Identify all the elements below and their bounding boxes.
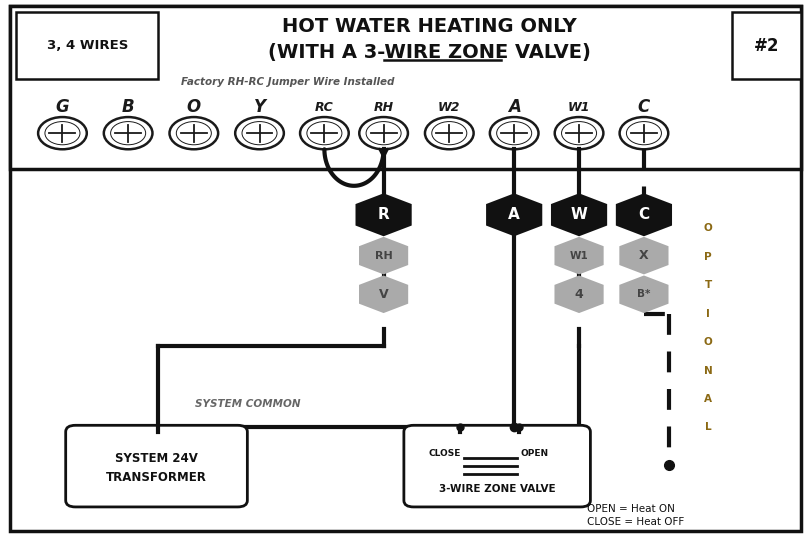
Text: CLOSE = Heat OFF: CLOSE = Heat OFF — [587, 517, 684, 527]
Text: 4: 4 — [575, 288, 583, 301]
Text: X: X — [639, 249, 649, 262]
Polygon shape — [359, 237, 408, 274]
Text: A: A — [704, 394, 712, 404]
Polygon shape — [486, 193, 543, 236]
Circle shape — [235, 117, 284, 149]
FancyBboxPatch shape — [404, 425, 590, 507]
Polygon shape — [620, 275, 668, 313]
Polygon shape — [359, 275, 408, 313]
Polygon shape — [616, 193, 672, 236]
Text: O: O — [704, 223, 712, 233]
Text: TRANSFORMER: TRANSFORMER — [106, 471, 207, 484]
Text: 3-WIRE ZONE VALVE: 3-WIRE ZONE VALVE — [439, 484, 556, 494]
Text: (WITH A 3-WIRE ZONE VALVE): (WITH A 3-WIRE ZONE VALVE) — [268, 43, 591, 62]
Text: W1: W1 — [569, 251, 589, 260]
FancyBboxPatch shape — [16, 12, 158, 79]
Text: RH: RH — [375, 251, 393, 260]
Text: C: C — [637, 98, 650, 117]
Text: G: G — [56, 98, 69, 117]
Text: #2: #2 — [753, 37, 779, 55]
Text: Factory RH-RC Jumper Wire Installed: Factory RH-RC Jumper Wire Installed — [181, 77, 395, 87]
Circle shape — [38, 117, 87, 149]
Circle shape — [104, 117, 152, 149]
Text: O: O — [187, 98, 201, 117]
Polygon shape — [620, 237, 668, 274]
Text: I: I — [706, 309, 710, 318]
Text: RH: RH — [374, 101, 393, 114]
Polygon shape — [555, 275, 603, 313]
Circle shape — [555, 117, 603, 149]
Polygon shape — [355, 193, 412, 236]
Polygon shape — [551, 193, 607, 236]
Circle shape — [359, 117, 408, 149]
Text: P: P — [704, 252, 712, 262]
Text: OPEN = Heat ON: OPEN = Heat ON — [587, 504, 675, 514]
Circle shape — [620, 117, 668, 149]
FancyBboxPatch shape — [10, 6, 801, 531]
Text: B: B — [122, 98, 135, 117]
Text: A: A — [508, 207, 520, 222]
Circle shape — [425, 117, 474, 149]
Circle shape — [490, 117, 539, 149]
Text: HOT WATER HEATING ONLY: HOT WATER HEATING ONLY — [282, 17, 577, 37]
Text: O: O — [704, 337, 712, 347]
Text: W2: W2 — [438, 101, 461, 114]
Text: Y: Y — [254, 98, 265, 117]
FancyBboxPatch shape — [10, 6, 801, 169]
Text: V: V — [379, 288, 388, 301]
Text: W1: W1 — [568, 101, 590, 114]
Text: OPEN: OPEN — [521, 449, 549, 458]
Text: RC: RC — [315, 101, 334, 114]
Text: N: N — [704, 366, 712, 375]
Text: A: A — [508, 98, 521, 117]
Text: CLOSE: CLOSE — [428, 449, 461, 458]
Text: SYSTEM 24V: SYSTEM 24V — [115, 452, 198, 465]
Text: T: T — [705, 280, 711, 290]
FancyBboxPatch shape — [66, 425, 247, 507]
Text: L: L — [705, 423, 711, 432]
FancyBboxPatch shape — [732, 12, 801, 79]
Text: SYSTEM COMMON: SYSTEM COMMON — [195, 399, 300, 409]
Circle shape — [300, 117, 349, 149]
Circle shape — [169, 117, 218, 149]
Text: B*: B* — [637, 289, 650, 299]
Text: W: W — [571, 207, 587, 222]
Text: R: R — [378, 207, 389, 222]
Text: 3, 4 WIRES: 3, 4 WIRES — [47, 39, 128, 52]
Text: C: C — [638, 207, 650, 222]
Polygon shape — [555, 237, 603, 274]
